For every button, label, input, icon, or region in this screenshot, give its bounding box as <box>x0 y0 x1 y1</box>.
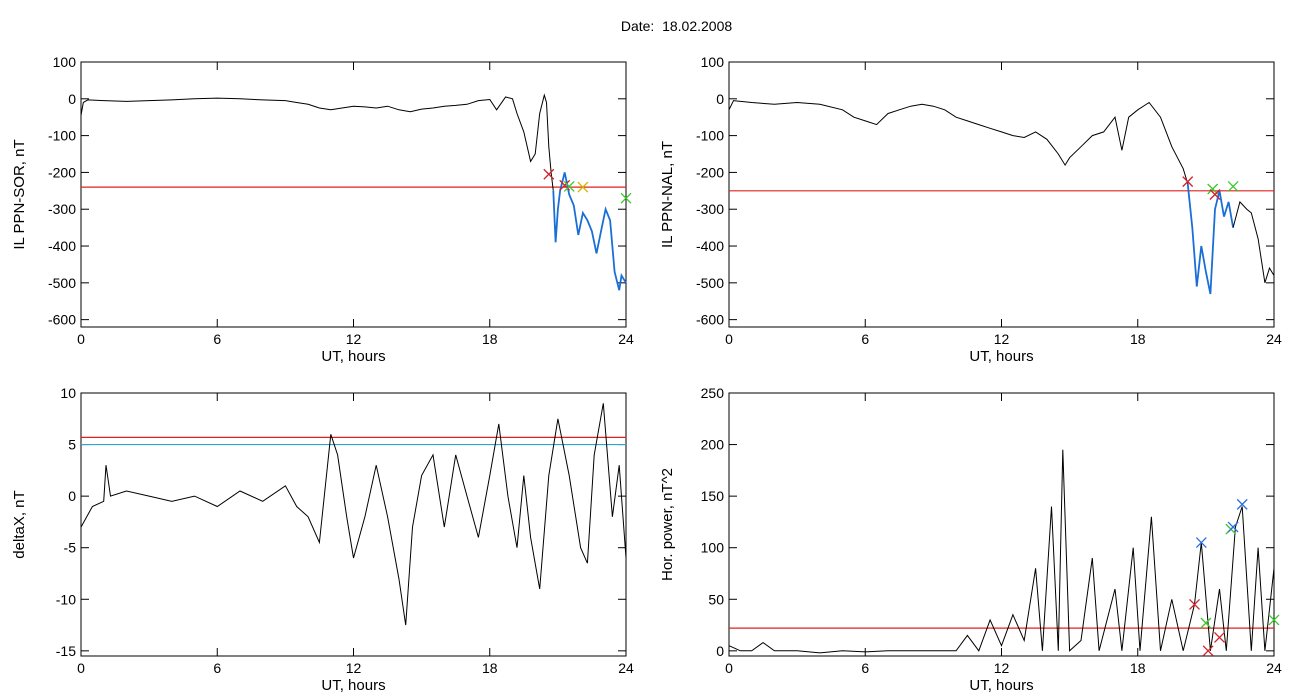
plot-frame <box>80 61 627 328</box>
x-tick-label: 24 <box>618 660 634 676</box>
y-tick-label: -400 <box>696 238 724 254</box>
y-tick-label: -500 <box>696 275 724 291</box>
event-marker <box>1214 631 1225 643</box>
y-tick-label: 100 <box>53 54 77 70</box>
x-tick-label: 0 <box>77 660 85 676</box>
y-tick-label: -500 <box>48 275 76 291</box>
event-marker <box>563 180 575 192</box>
series-line <box>1232 200 1275 283</box>
y-axis-label: Hor. power, nT^2 <box>659 468 676 581</box>
series-line <box>80 403 627 626</box>
series-line <box>80 93 554 191</box>
x-tick-label: 12 <box>994 331 1010 347</box>
x-tick-label: 6 <box>213 660 221 676</box>
x-tick-label: 18 <box>1130 660 1146 676</box>
y-tick-label: 0 <box>716 643 724 659</box>
event-marker <box>1200 617 1212 629</box>
x-tick-label: 6 <box>861 331 869 347</box>
y-tick-label: 0 <box>716 91 724 107</box>
x-tick-label: 24 <box>1266 331 1282 347</box>
x-axis-label: UT, hours <box>321 348 385 365</box>
x-axis-label: UT, hours <box>969 348 1033 365</box>
event-marker <box>1236 498 1248 510</box>
series-line <box>552 172 627 291</box>
panel-top-left: 0 6 12 18 24 100 0 -100 -200 -300 -400 -500 -600 UT, … <box>11 54 634 365</box>
event-marker <box>1227 180 1239 192</box>
y-tick-label: 0 <box>68 488 76 504</box>
y-tick-label: -400 <box>48 238 76 254</box>
event-marker <box>1227 521 1239 533</box>
x-tick-label: 0 <box>725 660 733 676</box>
y-tick-label: -200 <box>48 164 76 180</box>
y-tick-label: 150 <box>701 488 725 504</box>
x-tick-label: 18 <box>482 331 498 347</box>
x-tick-label: 0 <box>77 331 85 347</box>
x-tick-label: 18 <box>482 660 498 676</box>
x-tick-label: 18 <box>1130 331 1146 347</box>
x-tick-label: 6 <box>213 331 221 347</box>
y-tick-label: -10 <box>56 591 76 607</box>
y-tick-label: -600 <box>48 312 76 328</box>
event-marker <box>543 168 555 180</box>
x-tick-label: 24 <box>1266 660 1282 676</box>
x-tick-label: 6 <box>861 660 869 676</box>
event-marker <box>559 179 571 191</box>
x-axis-label: UT, hours <box>321 677 385 694</box>
y-axis-label: IL PPN-NAL, nT <box>659 141 676 248</box>
y-tick-label: 100 <box>701 54 725 70</box>
event-marker <box>577 181 589 193</box>
event-marker <box>1195 537 1207 549</box>
event-marker <box>1207 183 1219 195</box>
event-marker <box>620 192 632 204</box>
event-marker <box>1202 645 1214 657</box>
y-axis-label: deltaX, nT <box>11 490 28 558</box>
event-marker <box>1189 598 1200 610</box>
y-tick-label: -5 <box>64 540 77 556</box>
y-tick-label: -100 <box>696 128 724 144</box>
series-line <box>1186 183 1234 295</box>
series-line <box>728 100 1189 184</box>
y-tick-label: -200 <box>696 164 724 180</box>
x-tick-label: 12 <box>346 660 362 676</box>
y-tick-label: 250 <box>701 385 725 401</box>
x-tick-label: 12 <box>994 660 1010 676</box>
y-axis-label: IL PPN-SOR, nT <box>11 139 28 249</box>
y-tick-label: -300 <box>48 201 76 217</box>
x-tick-label: 12 <box>346 331 362 347</box>
x-tick-label: 24 <box>618 331 634 347</box>
y-tick-label: 0 <box>68 91 76 107</box>
y-tick-label: -300 <box>696 201 724 217</box>
y-tick-label: -15 <box>56 643 76 659</box>
plot-frame <box>728 61 1275 328</box>
panel-bottom-left: 0 6 12 18 24 10 5 0 -5 -10 -15 UT, hours deltaX, nT <box>11 385 634 694</box>
panel-bottom-right: 0 6 12 18 24 250 200 150 100 50 0 UT, hours Hor. pow… <box>659 385 1282 694</box>
y-tick-label: 200 <box>701 437 725 453</box>
page-title: Date: 18.02.2008 <box>620 18 733 34</box>
plot-frame <box>728 392 1275 657</box>
y-tick-label: 10 <box>60 385 76 401</box>
panel-top-right: 0 6 12 18 24 100 0 -100 -200 -300 -400 -500 -600 UT, … <box>659 54 1282 365</box>
series-line <box>728 449 1275 654</box>
y-tick-label: -600 <box>696 312 724 328</box>
y-tick-label: 100 <box>701 540 725 556</box>
event-marker <box>1268 614 1280 626</box>
y-tick-label: -100 <box>48 128 76 144</box>
y-tick-label: 5 <box>68 437 76 453</box>
x-tick-label: 0 <box>725 331 733 347</box>
y-tick-label: 50 <box>708 591 724 607</box>
event-marker <box>1182 176 1194 188</box>
event-marker <box>1209 189 1221 200</box>
plot-frame <box>80 392 627 657</box>
x-axis-label: UT, hours <box>969 677 1033 694</box>
